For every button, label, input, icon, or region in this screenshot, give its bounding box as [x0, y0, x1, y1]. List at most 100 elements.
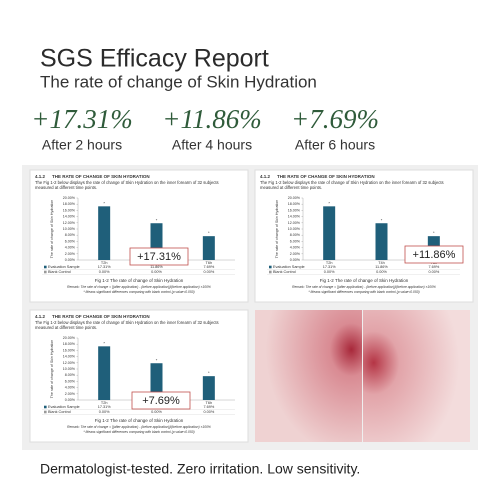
table-cell: 17.31% — [323, 265, 337, 269]
description: The Fig 1-2 below displays the rate of c… — [35, 180, 219, 185]
y-tick-label: 0.00% — [290, 258, 301, 262]
y-axis-label: The rate of change of Skin Hydration — [50, 340, 54, 399]
significance: * — [208, 370, 210, 375]
table-cell: 0.00% — [203, 410, 214, 414]
y-tick-label: 4.00% — [65, 246, 76, 250]
y-tick-label: 0.00% — [65, 258, 76, 262]
y-tick-label: 16.00% — [63, 208, 76, 212]
report-panel: 4.1.2 THE RATE OF CHANGE OF SKIN HYDRATIO… — [254, 169, 474, 303]
significance: * — [103, 200, 105, 205]
y-tick-label: 18.00% — [63, 202, 76, 206]
table-cell: 7.69% — [428, 265, 439, 269]
table-cell: 0.00% — [99, 410, 110, 414]
significance: * — [208, 230, 210, 235]
y-tick-label: 14.00% — [63, 355, 76, 359]
stat-value: +17.31% — [31, 104, 132, 134]
description: measured at different time points. — [35, 325, 97, 330]
y-tick-label: 10.00% — [63, 227, 76, 231]
y-tick-label: 18.00% — [63, 342, 76, 346]
y-tick-label: 2.00% — [65, 252, 76, 256]
section-heading: THE RATE OF CHANGE OF SKIN HYDRATION — [52, 174, 150, 179]
skin-photo — [255, 310, 470, 442]
table-row-name: Blank Control — [48, 410, 71, 414]
stat-label: After 4 hours — [172, 137, 252, 153]
section-heading: THE RATE OF CHANGE OF SKIN HYDRATION — [277, 174, 375, 179]
legend-swatch — [269, 265, 272, 269]
y-tick-label: 6.00% — [290, 239, 301, 243]
section-number: 4.1.2 — [35, 174, 46, 179]
stat-value: +11.86% — [162, 104, 261, 134]
y-tick-label: 0.00% — [65, 398, 76, 402]
stats: +17.31% After 2 hours +11.86% After 4 hours… — [31, 104, 379, 153]
table-cell: 0.00% — [151, 270, 162, 274]
table-cell: 11.86% — [150, 265, 163, 269]
stat-label: After 6 hours — [295, 137, 375, 153]
bar — [375, 223, 388, 260]
table-cell: 0.00% — [324, 270, 335, 274]
remark: Remark: The rate of change = [(after app… — [67, 285, 211, 289]
title: SGS Efficacy Report — [40, 45, 269, 73]
legend-swatch — [44, 410, 47, 414]
y-tick-label: 14.00% — [288, 215, 301, 219]
bar — [202, 236, 215, 260]
legend-swatch — [44, 265, 47, 269]
bar — [98, 206, 111, 260]
callout-value: +17.31% — [137, 251, 181, 263]
significance: * — [433, 230, 435, 235]
figure-caption: Fig 1-2 The rate of change of Skin Hydra… — [95, 278, 184, 283]
y-tick-label: 8.00% — [65, 373, 76, 377]
table-row-name: Evaluation Sample — [48, 265, 80, 269]
y-tick-label: 8.00% — [65, 233, 76, 237]
figure-caption: Fig 1-2 The rate of change of Skin Hydra… — [320, 278, 409, 283]
callout-box — [131, 391, 191, 410]
legend-swatch — [269, 270, 272, 274]
figure-caption: Fig 1-2 The rate of change of Skin Hydra… — [95, 418, 184, 423]
panel-bg — [29, 169, 249, 303]
y-tick-label: 8.00% — [290, 233, 301, 237]
legend-swatch — [44, 270, 47, 274]
note: * Means significant differences comparin… — [83, 290, 194, 294]
bar — [98, 346, 111, 400]
y-tick-label: 6.00% — [65, 239, 76, 243]
y-tick-label: 20.00% — [288, 196, 301, 200]
description: measured at different time points. — [35, 185, 97, 190]
significance: * — [381, 217, 383, 222]
callout-box — [129, 247, 189, 266]
y-tick-label: 12.00% — [288, 221, 301, 225]
bar — [202, 376, 215, 400]
y-tick-label: 10.00% — [288, 227, 301, 231]
x-tick-label: T6h — [206, 261, 213, 265]
description: The Fig 1-2 below displays the rate of c… — [35, 320, 219, 325]
table-cell: 0.00% — [203, 270, 214, 274]
footer: Dermatologist-tested. Zero irritation. L… — [40, 461, 360, 477]
y-tick-label: 16.00% — [288, 208, 301, 212]
description: measured at different time points. — [260, 185, 322, 190]
y-tick-label: 2.00% — [290, 252, 301, 256]
y-axis-label: The rate of change of Skin Hydration — [275, 200, 279, 259]
legend-swatch — [44, 405, 47, 409]
stat-label: After 2 hours — [42, 137, 122, 153]
x-tick-label: T4h — [378, 261, 385, 265]
remark: Remark: The rate of change = [(after app… — [292, 285, 436, 289]
x-tick-label: T2h — [101, 261, 108, 265]
table-cell: 0.00% — [376, 270, 387, 274]
panel-bg — [29, 309, 249, 443]
y-tick-label: 6.00% — [65, 379, 76, 383]
significance: * — [328, 200, 330, 205]
panel-bg — [254, 169, 474, 303]
x-tick-label: T2h — [326, 261, 333, 265]
table-row-name: Blank Control — [48, 270, 71, 274]
description: The Fig 1-2 below displays the rate of c… — [260, 180, 444, 185]
bar — [150, 363, 163, 400]
table-cell: 0.00% — [99, 270, 110, 274]
table-cell: 7.69% — [203, 405, 214, 409]
y-tick-label: 18.00% — [288, 202, 301, 206]
table-cell: 0.00% — [428, 270, 439, 274]
table-row-name: Evaluation Sample — [273, 265, 305, 269]
y-tick-label: 12.00% — [63, 221, 76, 225]
table-cell: 11.86% — [375, 265, 388, 269]
callout-value: +11.86% — [413, 249, 456, 261]
x-tick-label: T6h — [206, 401, 213, 405]
table-row-name: Evaluation Sample — [48, 405, 80, 409]
